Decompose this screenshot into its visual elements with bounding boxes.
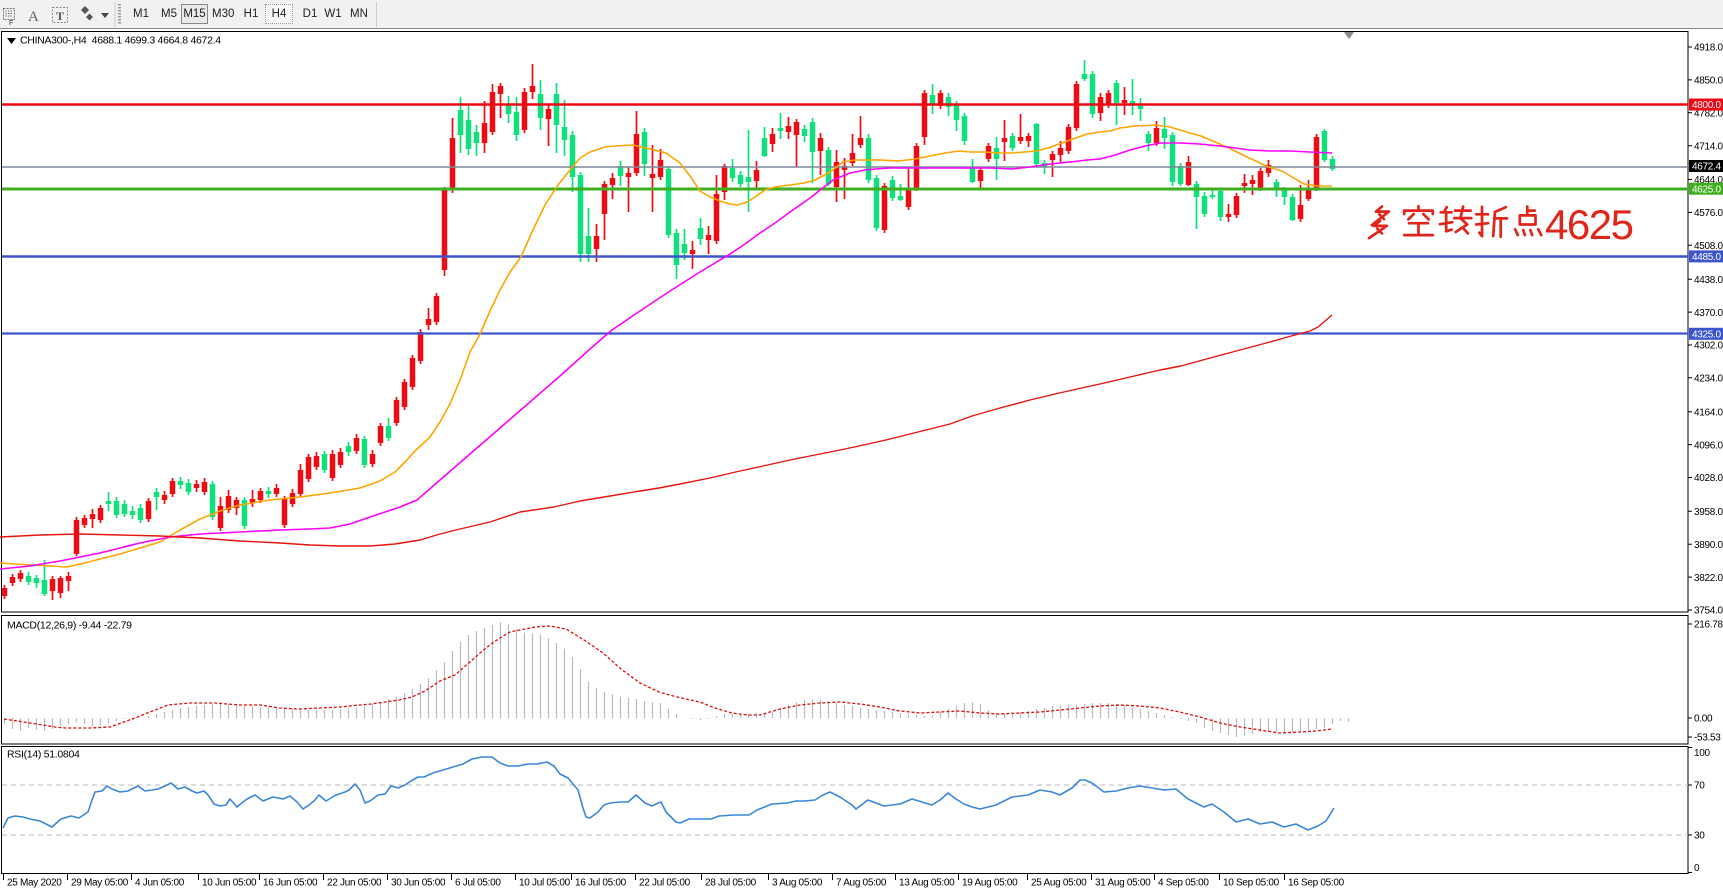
- svg-text:4370.0: 4370.0: [1694, 308, 1723, 319]
- svg-text:13 Aug 05:00: 13 Aug 05:00: [899, 878, 955, 889]
- svg-text:MACD(12,26,9) -9.44 -22.79: MACD(12,26,9) -9.44 -22.79: [7, 620, 132, 632]
- svg-text:3754.0: 3754.0: [1694, 606, 1723, 617]
- svg-text:4800.0: 4800.0: [1692, 100, 1722, 111]
- svg-text:6 Jul 05:00: 6 Jul 05:00: [455, 878, 501, 889]
- svg-text:3822.0: 3822.0: [1694, 573, 1723, 584]
- svg-text:31 Aug 05:00: 31 Aug 05:00: [1095, 878, 1151, 889]
- svg-text:16 Sep 05:00: 16 Sep 05:00: [1288, 878, 1345, 889]
- svg-text:-53.53: -53.53: [1694, 733, 1721, 744]
- svg-text:4782.0: 4782.0: [1694, 109, 1723, 120]
- svg-text:A: A: [28, 9, 39, 25]
- svg-text:3 Aug 05:00: 3 Aug 05:00: [772, 878, 823, 889]
- svg-text:T: T: [56, 9, 64, 23]
- svg-text:4 Jun 05:00: 4 Jun 05:00: [135, 878, 185, 889]
- svg-text:4625: 4625: [1545, 201, 1633, 248]
- svg-text:216.78: 216.78: [1694, 620, 1723, 631]
- svg-text:10 Jun 05:00: 10 Jun 05:00: [202, 878, 257, 889]
- svg-text:4625.0: 4625.0: [1692, 184, 1722, 195]
- svg-text:4 Sep 05:00: 4 Sep 05:00: [1158, 878, 1209, 889]
- svg-text:22 Jun 05:00: 22 Jun 05:00: [327, 878, 382, 889]
- svg-text:25 May 2020: 25 May 2020: [7, 878, 62, 889]
- svg-text:30: 30: [1694, 831, 1705, 842]
- svg-text:10 Sep 05:00: 10 Sep 05:00: [1223, 878, 1280, 889]
- svg-text:4234.0: 4234.0: [1694, 374, 1723, 385]
- svg-text:3958.0: 3958.0: [1694, 507, 1723, 518]
- svg-text:10 Jul 05:00: 10 Jul 05:00: [519, 878, 571, 889]
- svg-text:25 Aug 05:00: 25 Aug 05:00: [1031, 878, 1087, 889]
- svg-text:19 Aug 05:00: 19 Aug 05:00: [962, 878, 1018, 889]
- svg-text:29 May 05:00: 29 May 05:00: [71, 878, 129, 889]
- svg-text:4644.0: 4644.0: [1694, 175, 1723, 186]
- svg-text:4438.0: 4438.0: [1694, 275, 1723, 286]
- svg-text:4028.0: 4028.0: [1694, 473, 1723, 484]
- svg-text:4850.0: 4850.0: [1694, 76, 1723, 87]
- svg-text:0: 0: [1694, 863, 1700, 874]
- svg-text:4576.0: 4576.0: [1694, 208, 1723, 219]
- svg-text:30 Jun 05:00: 30 Jun 05:00: [391, 878, 446, 889]
- svg-text:4325.0: 4325.0: [1692, 330, 1722, 341]
- svg-text:CHINA300-,H4 4688.1 4699.3 46: CHINA300-,H4 4688.1 4699.3 4664.8 4672.4: [20, 35, 221, 47]
- svg-text:7 Aug 05:00: 7 Aug 05:00: [836, 878, 887, 889]
- svg-text:3890.0: 3890.0: [1694, 540, 1723, 551]
- svg-text:4302.0: 4302.0: [1694, 341, 1723, 352]
- svg-text:28 Jul 05:00: 28 Jul 05:00: [705, 878, 757, 889]
- svg-text:4485.0: 4485.0: [1692, 252, 1722, 263]
- svg-text:16 Jun 05:00: 16 Jun 05:00: [263, 878, 318, 889]
- svg-text:4714.0: 4714.0: [1694, 141, 1723, 152]
- svg-text:16 Jul 05:00: 16 Jul 05:00: [575, 878, 627, 889]
- svg-text:4164.0: 4164.0: [1694, 407, 1723, 418]
- svg-text:0.00: 0.00: [1694, 714, 1713, 725]
- svg-text:70: 70: [1694, 781, 1705, 792]
- svg-text:4672.4: 4672.4: [1692, 162, 1722, 173]
- svg-text:4508.0: 4508.0: [1694, 241, 1723, 252]
- svg-text:RSI(14) 51.0804: RSI(14) 51.0804: [7, 749, 80, 761]
- svg-text:4918.0: 4918.0: [1694, 43, 1723, 54]
- svg-text:4096.0: 4096.0: [1694, 440, 1723, 451]
- svg-text:22 Jul 05:00: 22 Jul 05:00: [639, 878, 691, 889]
- svg-text:F: F: [9, 20, 13, 27]
- svg-text:100: 100: [1694, 748, 1711, 759]
